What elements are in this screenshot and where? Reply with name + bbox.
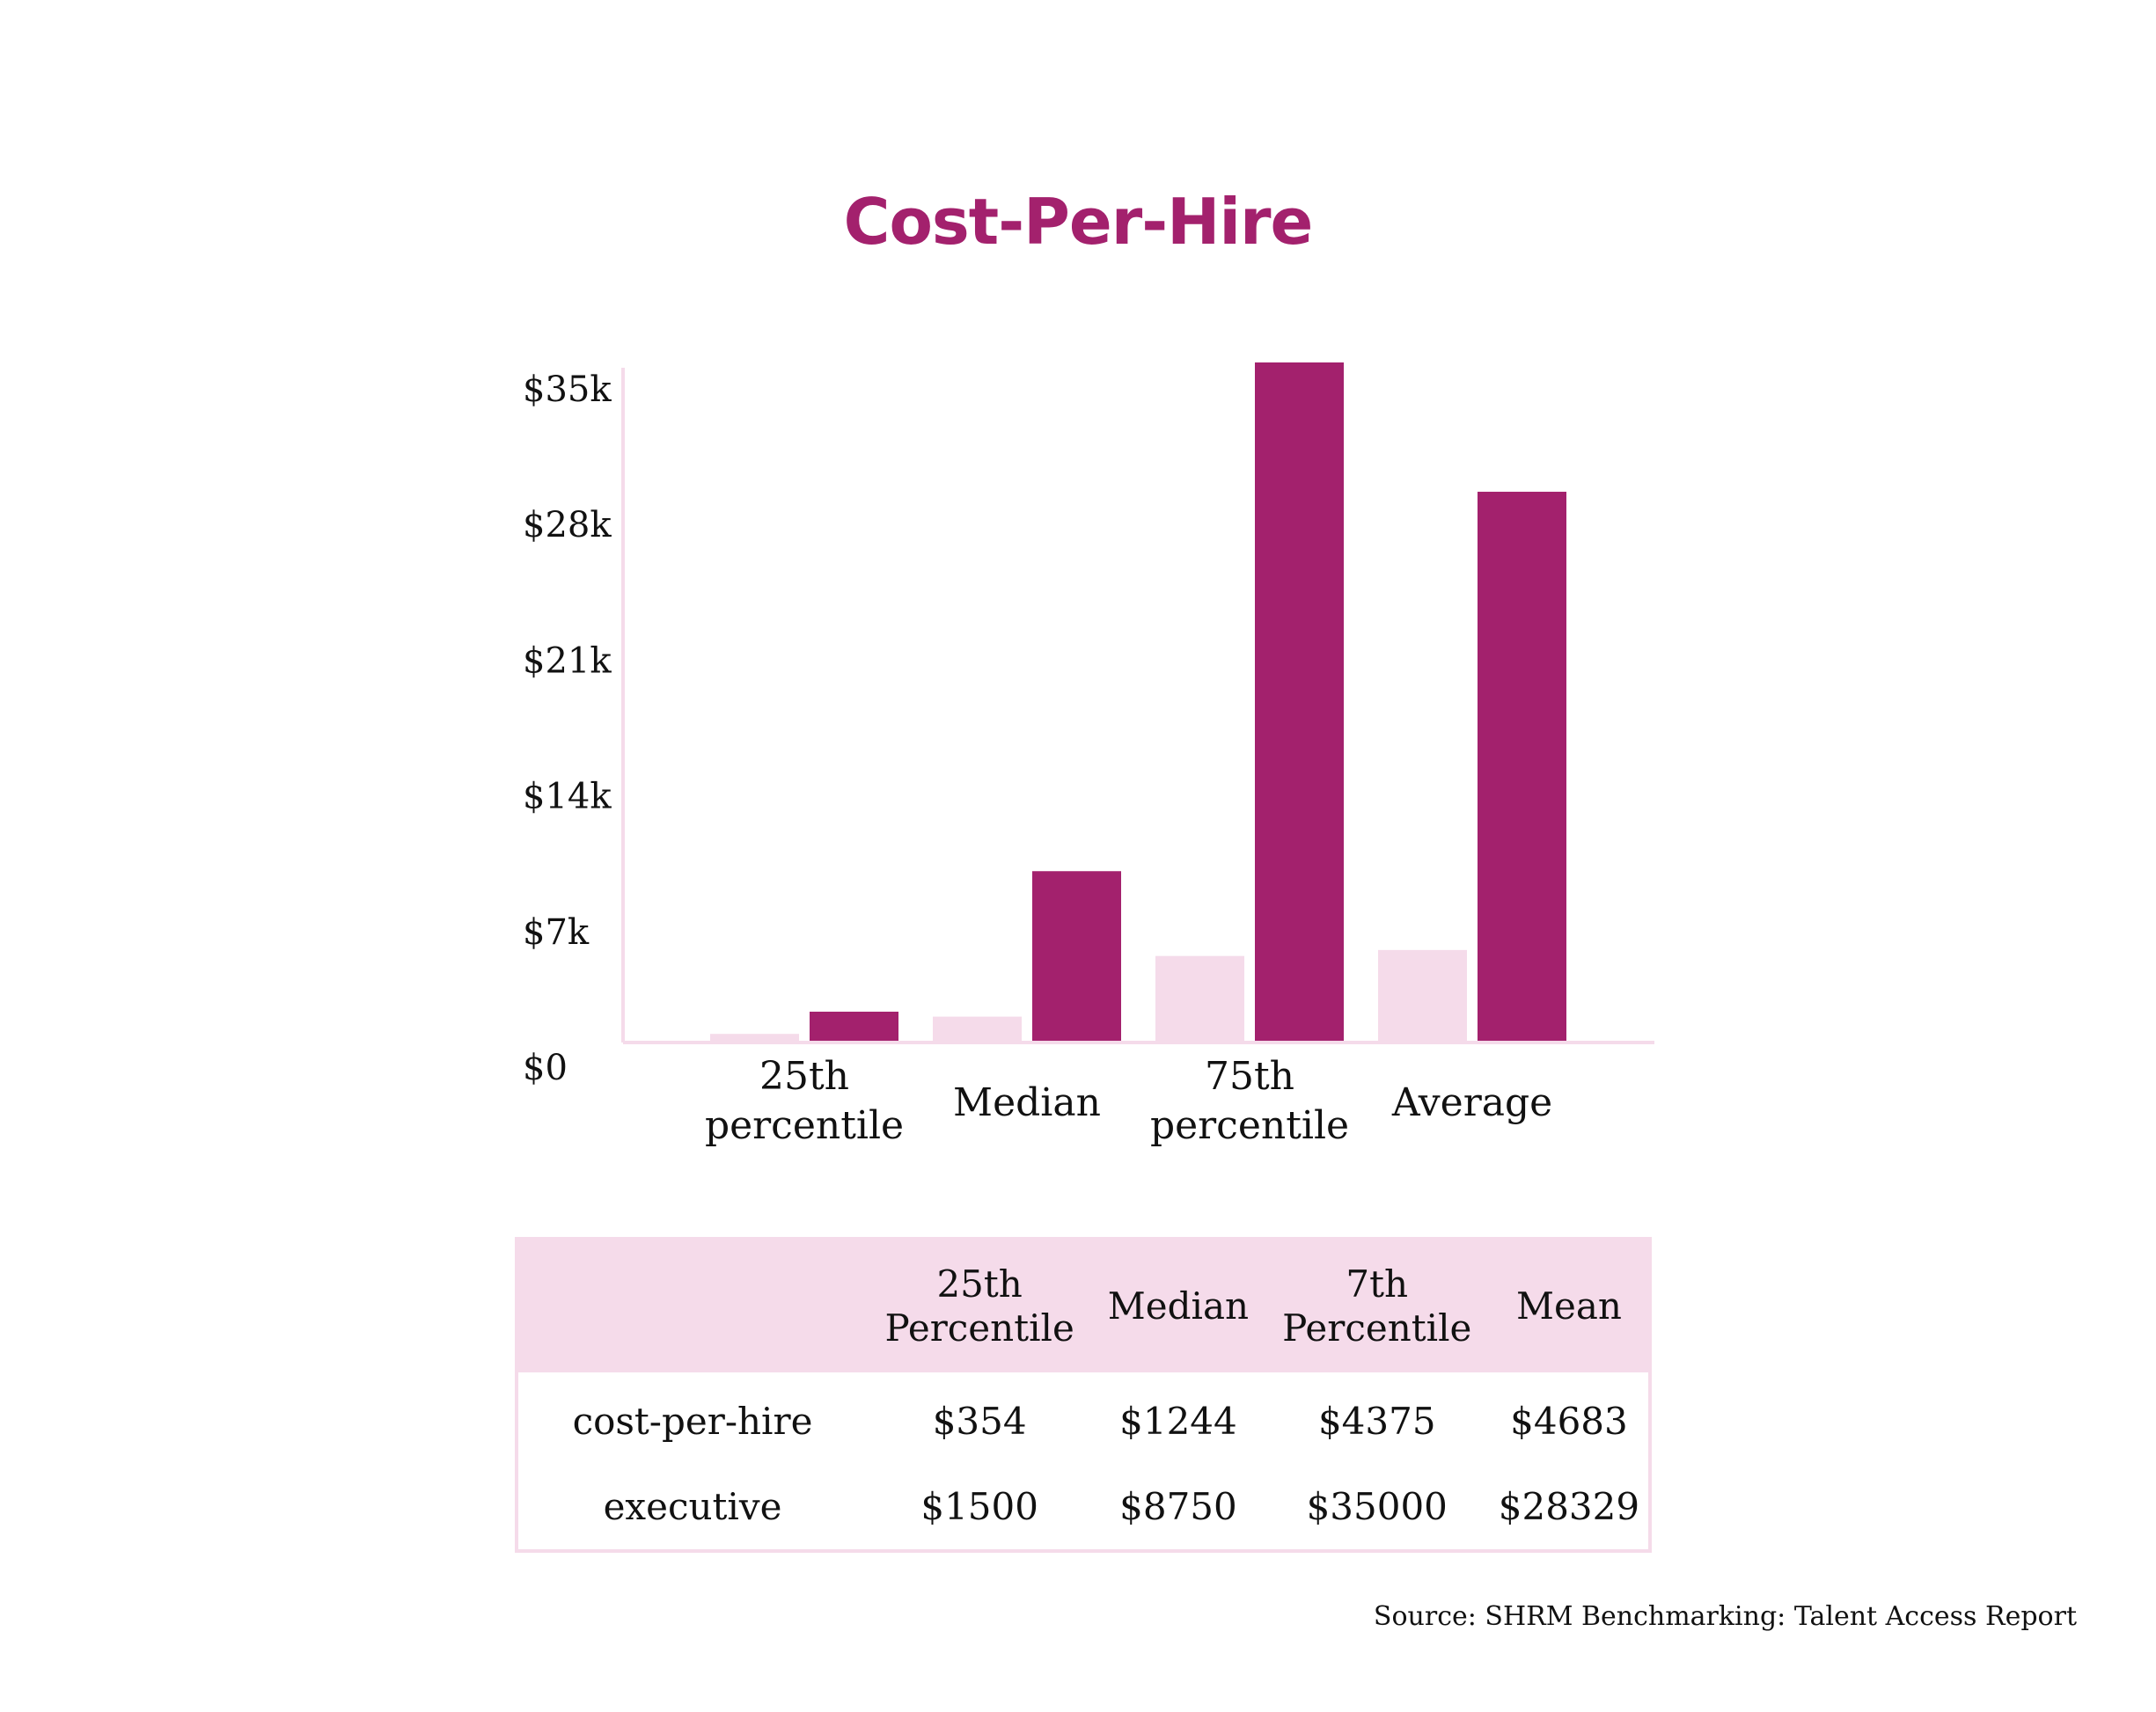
y-tick-label: $28k — [523, 505, 612, 545]
bar — [1032, 871, 1121, 1041]
bar — [1255, 362, 1344, 1041]
x-tick-label: 25th percentile — [705, 1054, 904, 1148]
bar-chart: $0 $7k $14k $21k $28k $35k 25th percentile Media… — [523, 362, 1654, 1148]
bar — [933, 1016, 1022, 1041]
table-row-label: executive — [603, 1485, 782, 1528]
x-tick-label: 75th percentile — [1150, 1054, 1349, 1148]
bar — [1155, 955, 1244, 1041]
bar — [1478, 491, 1566, 1041]
y-tick-label: $14k — [523, 777, 612, 817]
table-cell: $1500 — [920, 1485, 1038, 1528]
table-header-blank — [517, 1239, 867, 1372]
y-tick-label: $21k — [523, 640, 612, 681]
table-header-line: Median — [1107, 1284, 1250, 1328]
table-header-median: Median — [1092, 1239, 1265, 1372]
table-header-line: Percentile — [884, 1306, 1074, 1350]
table-row: executive $1500 $8750 $35000 $28329 — [517, 1464, 1650, 1551]
table-header-line: Percentile — [1282, 1306, 1472, 1350]
table-header-25th: 25th Percentile — [867, 1239, 1093, 1372]
table-header-line: Mean — [1515, 1284, 1622, 1328]
data-table: 25th Percentile Median 7th Percentile Me… — [515, 1237, 1652, 1553]
chart-title: Cost-Per-Hire — [843, 185, 1314, 259]
table-cell: $4375 — [1317, 1400, 1436, 1443]
y-tick-label: $35k — [523, 369, 612, 410]
table-cell: $1244 — [1119, 1400, 1237, 1443]
table-cell: $4683 — [1510, 1400, 1628, 1443]
bar — [710, 1034, 799, 1041]
table-header-row: 25th Percentile Median 7th Percentile Me… — [517, 1239, 1650, 1372]
table-cell: $28329 — [1498, 1485, 1640, 1528]
y-tick-label: $0 — [523, 1048, 568, 1088]
x-tick-label: Average — [1391, 1080, 1552, 1125]
table-header-line: 25th — [936, 1262, 1023, 1306]
table-header-line: 7th — [1346, 1262, 1409, 1306]
table-row-label: cost-per-hire — [572, 1400, 813, 1443]
source-note: Source: SHRM Benchmarking: Talent Access… — [1373, 1601, 2077, 1632]
table-cell: $8750 — [1119, 1485, 1237, 1528]
y-tick-label: $7k — [523, 912, 590, 953]
x-tick-label: Median — [953, 1080, 1101, 1125]
bar — [810, 1011, 898, 1041]
bar — [1378, 949, 1467, 1041]
table-row: cost-per-hire $354 $1244 $4375 $4683 — [517, 1372, 1650, 1464]
table-cell: $354 — [932, 1400, 1027, 1443]
table-header-mean: Mean — [1489, 1239, 1650, 1372]
table-header-7th: 7th Percentile — [1264, 1239, 1490, 1372]
table-cell: $35000 — [1306, 1485, 1448, 1528]
